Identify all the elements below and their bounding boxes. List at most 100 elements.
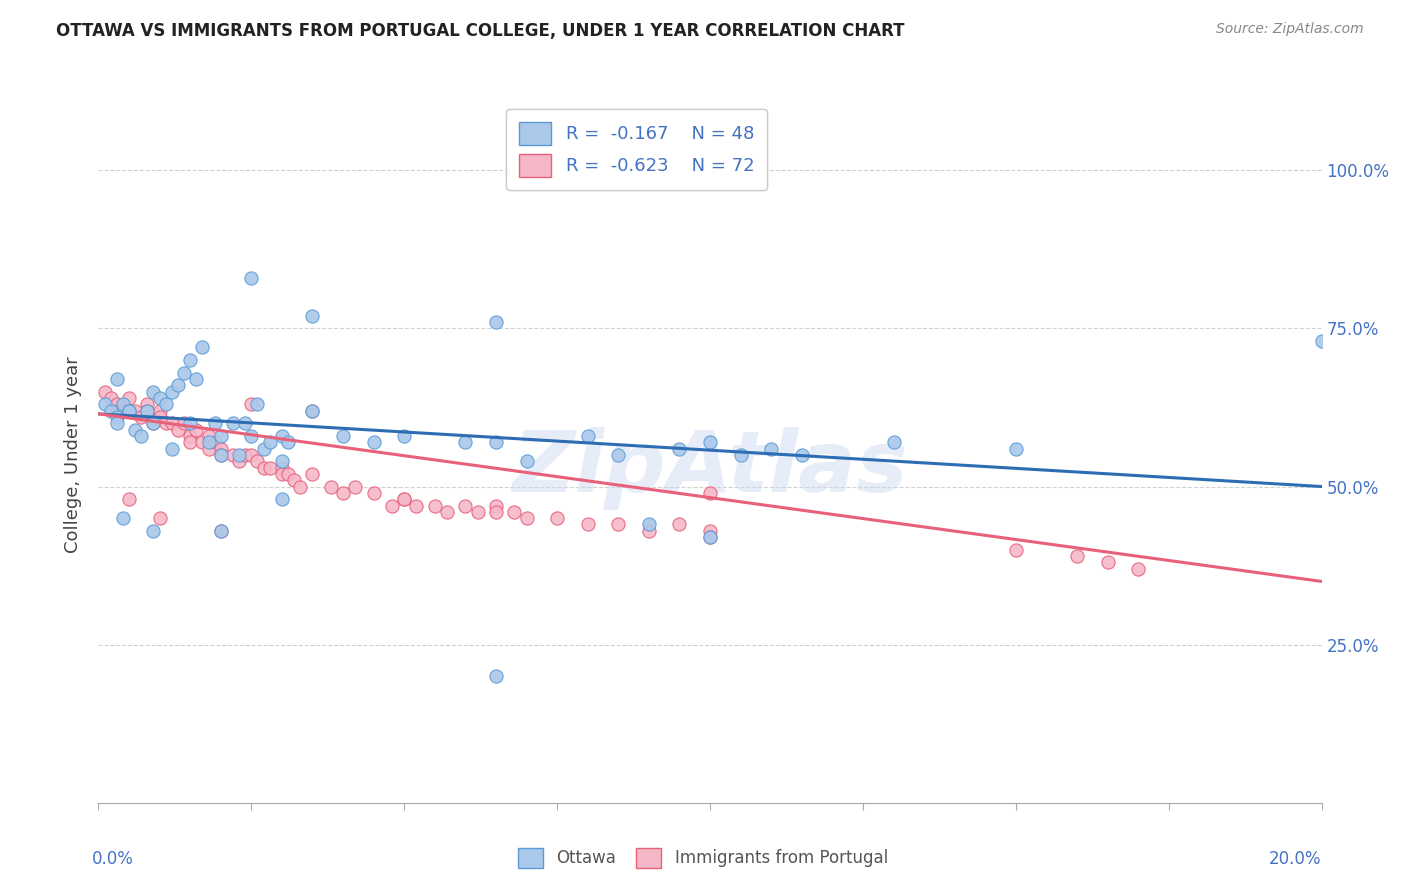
Point xyxy=(301,467,323,481)
Point xyxy=(883,435,905,450)
Point xyxy=(246,397,269,411)
Point xyxy=(790,448,813,462)
Point xyxy=(197,442,219,456)
Point xyxy=(730,448,752,462)
Point xyxy=(259,435,281,450)
Point xyxy=(100,403,122,417)
Point xyxy=(209,524,232,538)
Point xyxy=(179,353,201,368)
Point xyxy=(668,442,690,456)
Point xyxy=(277,435,299,450)
Point xyxy=(423,499,446,513)
Point xyxy=(129,409,152,424)
Point xyxy=(142,417,165,431)
Point xyxy=(485,499,508,513)
Point xyxy=(179,435,201,450)
Text: Source: ZipAtlas.com: Source: ZipAtlas.com xyxy=(1216,22,1364,37)
Point xyxy=(149,511,172,525)
Point xyxy=(160,417,183,431)
Point xyxy=(699,530,721,544)
Point xyxy=(637,524,661,538)
Point xyxy=(105,372,128,386)
Point xyxy=(149,409,172,424)
Point xyxy=(240,429,263,443)
Point xyxy=(124,403,146,417)
Point xyxy=(105,409,128,424)
Text: ZipAtlas: ZipAtlas xyxy=(512,427,908,510)
Point xyxy=(222,448,245,462)
Point xyxy=(485,505,508,519)
Point xyxy=(454,499,477,513)
Point xyxy=(179,429,201,443)
Point xyxy=(204,417,226,431)
Point xyxy=(270,460,292,475)
Point xyxy=(467,505,489,519)
Point xyxy=(149,391,172,405)
Point xyxy=(228,454,250,468)
Legend: R =  -0.167    N = 48, R =  -0.623    N = 72: R = -0.167 N = 48, R = -0.623 N = 72 xyxy=(506,109,768,190)
Point xyxy=(233,448,256,462)
Point xyxy=(699,486,721,500)
Point xyxy=(186,423,208,437)
Point xyxy=(381,499,404,513)
Point xyxy=(332,486,354,500)
Point xyxy=(392,492,416,507)
Point xyxy=(142,417,165,431)
Point xyxy=(270,492,292,507)
Point xyxy=(209,429,232,443)
Point xyxy=(485,435,508,450)
Point xyxy=(516,511,538,525)
Text: OTTAWA VS IMMIGRANTS FROM PORTUGAL COLLEGE, UNDER 1 YEAR CORRELATION CHART: OTTAWA VS IMMIGRANTS FROM PORTUGAL COLLE… xyxy=(56,22,904,40)
Point xyxy=(246,454,269,468)
Point xyxy=(173,366,195,380)
Point xyxy=(485,315,508,329)
Point xyxy=(111,511,134,525)
Point xyxy=(270,454,292,468)
Point xyxy=(576,429,599,443)
Point xyxy=(167,423,190,437)
Point xyxy=(191,340,214,354)
Point xyxy=(436,505,458,519)
Point xyxy=(136,403,159,417)
Point xyxy=(209,448,232,462)
Point xyxy=(699,530,721,544)
Point xyxy=(160,384,183,399)
Point xyxy=(637,517,661,532)
Point xyxy=(485,669,508,683)
Point xyxy=(124,423,146,437)
Point xyxy=(607,517,630,532)
Point xyxy=(252,442,274,456)
Point xyxy=(209,524,232,538)
Point xyxy=(191,435,214,450)
Point xyxy=(699,435,721,450)
Point xyxy=(118,403,141,417)
Point xyxy=(233,417,256,431)
Point xyxy=(186,372,208,386)
Point xyxy=(142,524,165,538)
Point xyxy=(204,435,226,450)
Point xyxy=(105,397,128,411)
Point xyxy=(290,479,312,493)
Point xyxy=(607,448,630,462)
Point xyxy=(1066,549,1088,563)
Point xyxy=(136,403,159,417)
Point xyxy=(259,460,281,475)
Point xyxy=(270,429,292,443)
Point xyxy=(167,378,190,392)
Point xyxy=(363,486,385,500)
Point xyxy=(129,429,152,443)
Point xyxy=(405,499,427,513)
Point xyxy=(197,435,219,450)
Point xyxy=(668,517,690,532)
Point xyxy=(105,403,128,417)
Point xyxy=(118,492,141,507)
Y-axis label: College, Under 1 year: College, Under 1 year xyxy=(65,357,83,553)
Point xyxy=(105,417,128,431)
Point xyxy=(118,391,141,405)
Point xyxy=(179,417,201,431)
Point xyxy=(576,517,599,532)
Point xyxy=(319,479,342,493)
Point xyxy=(301,403,323,417)
Point xyxy=(100,391,122,405)
Point xyxy=(142,384,165,399)
